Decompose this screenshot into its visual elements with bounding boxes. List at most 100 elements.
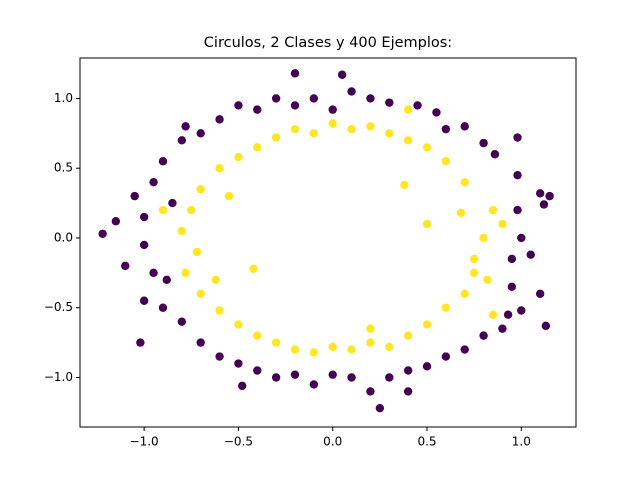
point xyxy=(366,94,375,103)
point xyxy=(290,370,300,379)
point xyxy=(469,268,479,278)
y-tick-label: 0.0 xyxy=(54,230,73,244)
point xyxy=(290,101,300,110)
point xyxy=(309,94,319,103)
point xyxy=(535,289,545,298)
point xyxy=(385,129,394,138)
point xyxy=(513,133,522,142)
point xyxy=(309,129,319,138)
point xyxy=(385,373,394,382)
point xyxy=(479,138,488,148)
point xyxy=(234,359,243,368)
point xyxy=(337,70,347,79)
x-tick-label: 1.0 xyxy=(512,435,531,449)
point xyxy=(413,101,422,110)
point xyxy=(121,261,130,271)
point xyxy=(290,124,300,134)
point xyxy=(181,268,190,278)
point xyxy=(375,403,385,413)
point xyxy=(526,250,535,259)
point xyxy=(130,191,139,201)
point xyxy=(441,303,451,312)
point xyxy=(422,219,432,229)
point xyxy=(385,98,394,107)
point xyxy=(441,352,451,361)
point xyxy=(162,275,171,285)
point xyxy=(460,122,469,131)
point xyxy=(328,370,337,379)
point xyxy=(507,282,517,291)
point xyxy=(253,105,262,114)
point xyxy=(422,143,432,152)
point xyxy=(328,119,337,128)
point xyxy=(422,362,432,371)
point xyxy=(469,254,479,264)
point xyxy=(253,143,262,152)
point xyxy=(234,320,243,329)
point xyxy=(460,289,469,298)
point xyxy=(196,129,205,138)
point xyxy=(149,268,158,278)
point xyxy=(234,152,243,162)
point xyxy=(403,387,413,396)
point xyxy=(385,342,394,351)
point xyxy=(196,289,205,298)
point xyxy=(513,170,522,180)
point xyxy=(535,189,545,198)
point xyxy=(400,180,409,190)
point xyxy=(479,233,488,243)
y-tick-label: −0.5 xyxy=(44,300,73,314)
point xyxy=(211,275,220,285)
point xyxy=(541,321,551,331)
plot-frame xyxy=(79,57,577,428)
y-tick-label: 0.5 xyxy=(54,161,73,175)
x-tick-label: −1.0 xyxy=(130,435,159,449)
point xyxy=(539,200,549,209)
point xyxy=(158,157,168,166)
point xyxy=(403,136,413,145)
x-tick-label: −0.5 xyxy=(224,435,253,449)
point xyxy=(215,164,224,173)
y-tick-label: 1.0 xyxy=(54,91,73,105)
point xyxy=(422,320,432,329)
point xyxy=(187,205,196,215)
point xyxy=(271,373,281,382)
point xyxy=(517,306,526,315)
point xyxy=(347,373,356,382)
point xyxy=(507,254,517,264)
point xyxy=(139,240,149,250)
point xyxy=(366,338,375,347)
point xyxy=(460,345,469,354)
point xyxy=(366,324,375,333)
point xyxy=(488,205,498,215)
x-tick-label: 0.0 xyxy=(323,435,342,449)
point xyxy=(215,352,224,361)
point xyxy=(488,310,498,319)
point xyxy=(498,324,507,333)
point xyxy=(403,366,413,375)
point xyxy=(181,122,190,131)
point xyxy=(177,136,187,145)
point xyxy=(224,191,234,201)
point xyxy=(490,150,500,159)
point xyxy=(158,303,168,312)
point xyxy=(503,310,513,319)
y-tick-label: −1.0 xyxy=(44,370,73,384)
point xyxy=(234,101,243,110)
point xyxy=(460,177,469,187)
point xyxy=(328,105,337,114)
point xyxy=(366,122,375,131)
point xyxy=(403,331,413,340)
point xyxy=(149,177,158,187)
point xyxy=(249,264,258,273)
point xyxy=(271,338,281,347)
point xyxy=(237,381,247,391)
point xyxy=(483,275,492,285)
point xyxy=(253,366,262,375)
point xyxy=(479,331,488,340)
point xyxy=(517,233,526,243)
point xyxy=(347,87,356,96)
point xyxy=(215,115,224,124)
point xyxy=(168,198,177,208)
